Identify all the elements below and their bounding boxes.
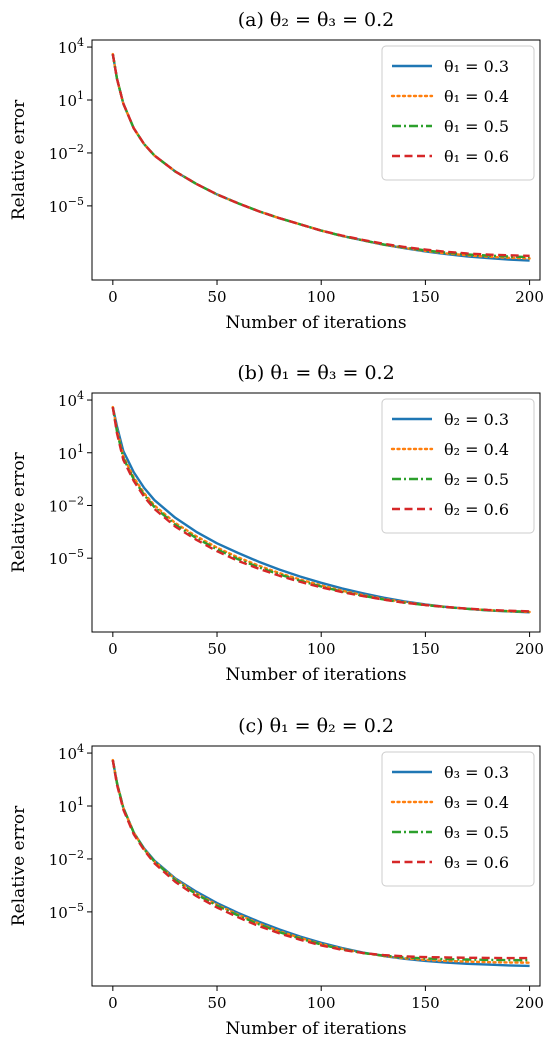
legend: θ₁ = 0.3 θ₁ = 0.4 θ₁ = 0.5 θ₁ = 0.6	[381, 45, 535, 181]
y-tick-label: 10−2	[49, 494, 84, 515]
y-axis-label: Relative error	[9, 451, 29, 572]
legend-box	[381, 751, 535, 887]
y-tick-label: 10−2	[49, 848, 84, 869]
legend-label-1: θ₃ = 0.3	[444, 763, 509, 782]
x-tick-label: 50	[207, 288, 226, 306]
legend-label-4: θ₁ = 0.6	[444, 147, 509, 166]
x-tick-label: 150	[411, 288, 440, 306]
legend-label-4: θ₂ = 0.6	[444, 500, 509, 519]
x-tick-label: 100	[307, 994, 336, 1012]
x-axis-label: Number of iterations	[225, 1019, 406, 1039]
legend-label-2: θ₂ = 0.4	[444, 440, 509, 459]
series-line-4	[111, 406, 530, 613]
y-axis-label: Relative error	[9, 805, 29, 926]
x-tick-label: 50	[207, 994, 226, 1012]
chart-title: (a) θ₂ = θ₃ = 0.2	[238, 9, 395, 31]
plot-frame	[91, 745, 541, 987]
y-tick-label: 104	[58, 742, 84, 763]
y-tick-label: 101	[58, 442, 84, 463]
x-tick-label: 50	[207, 640, 226, 658]
legend-label-1: θ₂ = 0.3	[444, 410, 509, 429]
y-tick-label: 10−2	[49, 142, 84, 163]
x-axis-label: Number of iterations	[225, 665, 406, 685]
legend-label-4: θ₃ = 0.6	[444, 853, 509, 872]
x-tick-label: 100	[307, 288, 336, 306]
x-axis-label: Number of iterations	[225, 313, 406, 333]
y-tick-label: 10−5	[49, 901, 84, 922]
legend: θ₂ = 0.3 θ₂ = 0.4 θ₂ = 0.5 θ₂ = 0.6	[381, 398, 535, 534]
y-tick-label: 104	[58, 36, 84, 57]
series-line-4	[111, 759, 530, 960]
plot-frame	[91, 392, 541, 633]
x-tick-label: 200	[515, 288, 544, 306]
x-tick-label: 0	[108, 994, 118, 1012]
legend-label-3: θ₂ = 0.5	[444, 470, 509, 489]
x-tick-label: 0	[108, 288, 118, 306]
chart-title: (c) θ₁ = θ₂ = 0.2	[238, 715, 394, 737]
legend: θ₃ = 0.3 θ₃ = 0.4 θ₃ = 0.5 θ₃ = 0.6	[381, 751, 535, 887]
legend-label-2: θ₁ = 0.4	[444, 87, 509, 106]
chart-panel-2: (b) θ₁ = θ₃ = 0.2 Number of iterations Rel…	[9, 362, 544, 685]
legend-label-3: θ₁ = 0.5	[444, 117, 509, 136]
legend-label-1: θ₁ = 0.3	[444, 57, 509, 76]
legend-box	[381, 45, 535, 181]
x-tick-label: 150	[411, 994, 440, 1012]
plot-frame	[91, 39, 541, 281]
x-tick-label: 200	[515, 640, 544, 658]
chart-panel-1: (a) θ₂ = θ₃ = 0.2 Number of iterations Rel…	[9, 9, 544, 333]
x-tick-label: 150	[411, 640, 440, 658]
x-tick-label: 100	[307, 640, 336, 658]
y-tick-label: 101	[58, 89, 84, 110]
series-line-4	[111, 53, 530, 257]
legend-label-3: θ₃ = 0.5	[444, 823, 509, 842]
chart-panel-3: (c) θ₁ = θ₂ = 0.2 Number of iterations Rel…	[9, 715, 544, 1039]
legend-label-2: θ₃ = 0.4	[444, 793, 509, 812]
x-tick-label: 200	[515, 994, 544, 1012]
series-line-2	[111, 758, 531, 964]
y-tick-label: 104	[58, 389, 84, 410]
chart-title: (b) θ₁ = θ₃ = 0.2	[237, 362, 394, 384]
y-tick-label: 10−5	[49, 195, 84, 216]
y-tick-label: 101	[58, 795, 84, 816]
y-tick-label: 10−5	[49, 547, 84, 568]
legend-box	[381, 398, 535, 534]
x-tick-label: 0	[108, 640, 118, 658]
y-axis-label: Relative error	[9, 99, 29, 220]
